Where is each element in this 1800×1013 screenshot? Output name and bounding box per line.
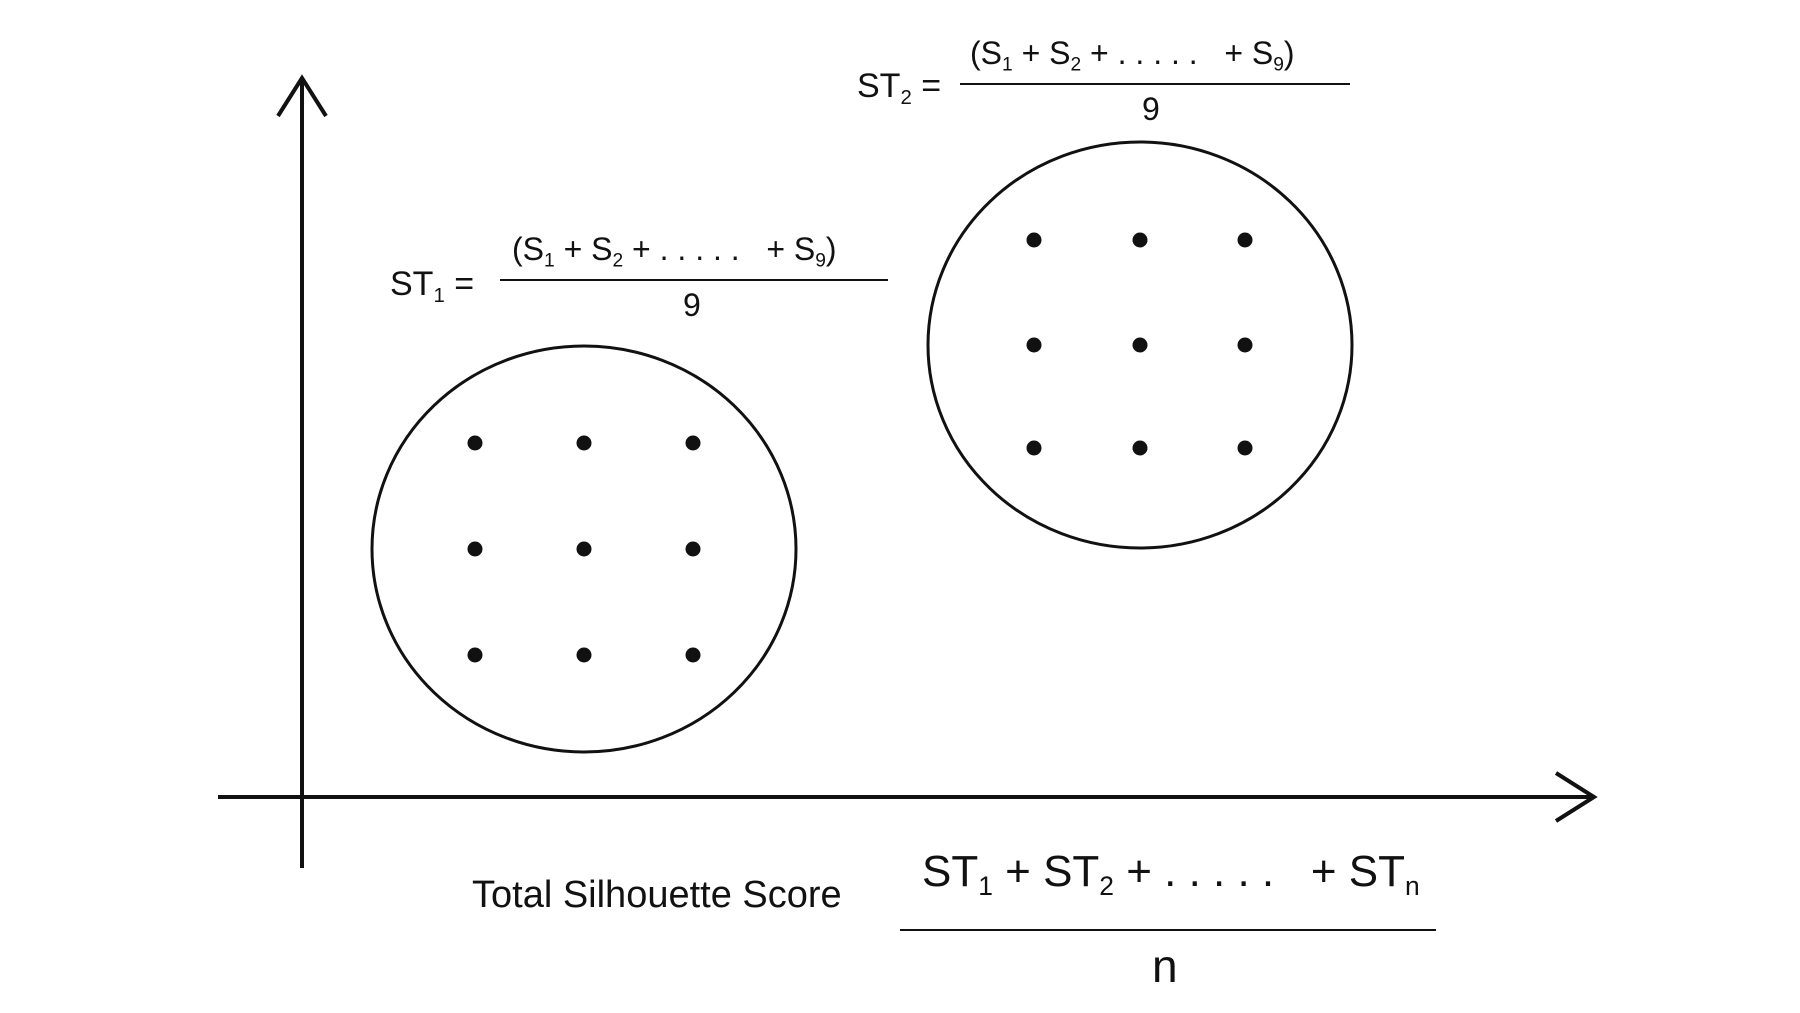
- cluster-1-point: [576, 435, 592, 451]
- x-axis-arrowhead: [1554, 771, 1598, 823]
- cluster-2-point: [1132, 440, 1148, 456]
- cluster-1-point: [685, 647, 701, 663]
- y-axis-arrowhead: [276, 74, 328, 118]
- cluster-1-point: [467, 541, 483, 557]
- cluster-2-formula-denominator: 9: [1142, 91, 1160, 127]
- cluster-2-boundary: [926, 140, 1354, 550]
- cluster-2-point: [1026, 440, 1042, 456]
- cluster-2-point: [1026, 232, 1042, 248]
- cluster-1-point: [576, 647, 592, 663]
- total-score-numerator: ST1 + ST2 + . . . . . + STn: [922, 847, 1420, 902]
- cluster-1-formula-denominator: 9: [683, 287, 701, 323]
- cluster-2-point: [1026, 337, 1042, 353]
- cluster-2-formula-numerator: (S1 + S2 + . . . . . + S9): [970, 35, 1295, 76]
- cluster-2-formula-lhs: ST2 =: [857, 67, 942, 110]
- cluster-2-point: [1237, 337, 1253, 353]
- cluster-1-points: [467, 435, 701, 663]
- total-score-denominator: n: [1152, 940, 1178, 992]
- cluster-1-boundary: [370, 344, 798, 754]
- cluster-1-point: [467, 647, 483, 663]
- cluster-2-fraction-bar: [960, 83, 1350, 85]
- cluster-2-point: [1237, 232, 1253, 248]
- total-score-fraction-bar: [900, 929, 1436, 931]
- cluster-1-fraction-bar: [500, 279, 888, 281]
- cluster-1-point: [685, 435, 701, 451]
- cluster-1-formula-lhs: ST1 =: [390, 265, 475, 308]
- cluster-1-formula-numerator: (S1 + S2 + . . . . . + S9): [512, 231, 837, 272]
- cluster-2-point: [1237, 440, 1253, 456]
- cluster-2-points: [1026, 232, 1253, 456]
- cluster-1-point: [467, 435, 483, 451]
- cluster-1-point: [685, 541, 701, 557]
- cluster-2-point: [1132, 232, 1148, 248]
- total-score-label: Total Silhouette Score: [472, 874, 842, 916]
- cluster-1-point: [576, 541, 592, 557]
- cluster-2-point: [1132, 337, 1148, 353]
